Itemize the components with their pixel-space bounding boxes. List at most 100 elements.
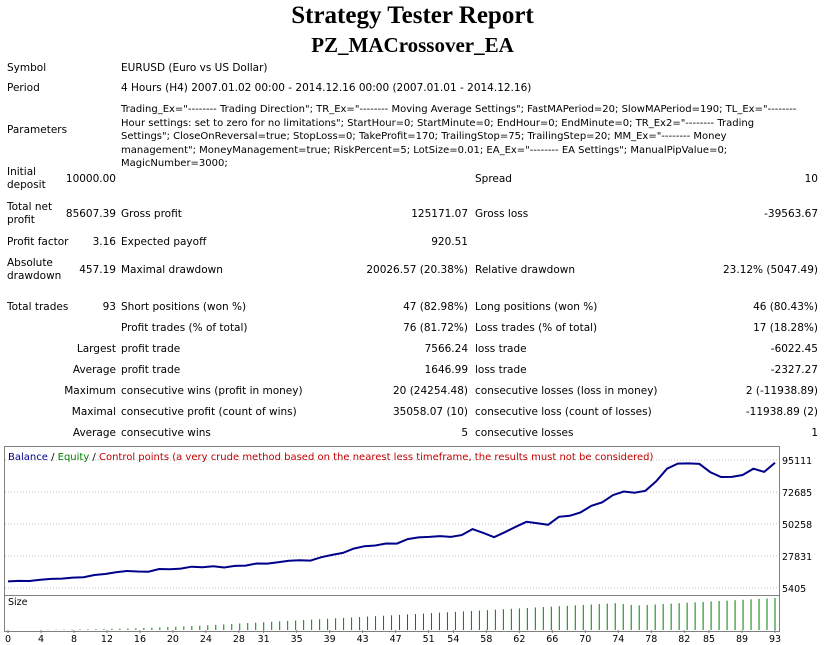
balance-line: [7, 461, 776, 583]
y-tick-label: 27831: [782, 552, 812, 563]
maximal-label: Maximal: [71, 406, 116, 418]
y-tick-label: 72685: [782, 488, 812, 499]
x-tick-label: 85: [703, 634, 715, 645]
long-positions-value: 46 (80.43%): [753, 301, 818, 313]
max-cons-losses-value: 2 (-11938.89): [745, 385, 818, 397]
legend-equity: Equity: [58, 452, 90, 463]
x-tick-label: 35: [291, 634, 303, 645]
relative-drawdown-label: Relative drawdown: [475, 264, 576, 276]
absolute-drawdown-value: 457.19: [79, 264, 116, 276]
x-tick-label: 31: [258, 634, 270, 645]
maximum-label: Maximum: [64, 385, 116, 397]
x-tick-label: 43: [357, 634, 369, 645]
x-tick-label: 51: [423, 634, 435, 645]
y-axis-labels: 5405 27831 50258 72685 95111: [782, 456, 812, 595]
gross-loss-label: Gross loss: [475, 208, 529, 220]
loss-trades-value: 17 (18.28%): [753, 322, 818, 334]
total-trades-value: 93: [102, 301, 116, 313]
x-tick-label: 4: [38, 634, 44, 645]
total-net-profit-label: Total net profit: [7, 201, 53, 226]
x-tick-label: 0: [5, 634, 11, 645]
main-plot-frame: [4, 446, 780, 596]
legend-control-points: Control points (a very crude method base…: [99, 452, 654, 463]
x-tick-label: 66: [546, 634, 558, 645]
initial-deposit-value: 10000.00: [65, 173, 116, 185]
x-tick-label: 28: [233, 634, 245, 645]
period-label: Period: [7, 82, 40, 94]
gross-profit-label: Gross profit: [121, 208, 182, 220]
total-trades-label: Total trades: [7, 301, 69, 313]
maximal-drawdown-value: 20026.57 (20.38%): [366, 264, 468, 276]
average-label: Average: [72, 364, 116, 376]
balance-series: [7, 461, 776, 583]
average-profit-value: 1646.99: [424, 364, 468, 376]
max-cons-losses-label: consecutive losses (loss in money): [475, 385, 658, 397]
profit-factor-label: Profit factor: [7, 236, 69, 248]
period-value: 4 Hours (H4) 2007.01.02 00:00 - 2014.12.…: [121, 82, 532, 94]
grid: [5, 459, 779, 589]
short-positions-value: 47 (82.98%): [403, 301, 468, 313]
x-tick-label: 16: [134, 634, 146, 645]
x-tick-label: 82: [678, 634, 690, 645]
profit-factor-value: 3.16: [92, 236, 116, 248]
spread-value: 10: [804, 173, 818, 185]
x-tick-label: 70: [579, 634, 591, 645]
loss-trades-label: Loss trades (% of total): [475, 322, 598, 334]
balance-chart: 5405 27831 50258 72685 95111 0 4 8 12 16 20 24 28 31…: [4, 446, 812, 645]
symbol-label: Symbol: [7, 62, 47, 74]
y-tick-label: 95111: [782, 456, 812, 467]
x-tick-label: 93: [769, 634, 781, 645]
relative-drawdown-value: 23.12% (5047.49): [723, 264, 818, 276]
total-net-profit-value: 85607.39: [65, 208, 116, 220]
symbol-value: EURUSD (Euro vs US Dollar): [121, 62, 268, 74]
largest-loss-label: loss trade: [475, 343, 527, 355]
parameters-label: Parameters: [7, 124, 68, 136]
y-tick-label: 50258: [782, 520, 812, 531]
avg-cons-losses-label: consecutive losses: [475, 427, 574, 439]
absolute-drawdown-label: Absolute drawdown: [7, 257, 62, 282]
chart-legend: Balance / Equity / Control points (a ver…: [8, 452, 654, 463]
largest-profit-value: 7566.24: [424, 343, 468, 355]
expected-payoff-label: Expected payoff: [121, 236, 207, 248]
max-cons-wins-value: 20 (24254.48): [393, 385, 468, 397]
x-tick-label: 54: [447, 634, 459, 645]
size-label: Size: [8, 597, 28, 608]
x-tick-label: 20: [167, 634, 179, 645]
size-bars: [47, 598, 776, 630]
legend-sep1: /: [48, 452, 58, 463]
report-title: Strategy Tester Report: [291, 2, 534, 29]
average-loss-label: loss trade: [475, 364, 527, 376]
x-tick-label: 74: [612, 634, 624, 645]
average-profit-label: profit trade: [121, 364, 181, 376]
profit-trades-value: 76 (81.72%): [403, 322, 468, 334]
largest-loss-value: -6022.45: [770, 343, 818, 355]
avg-cons-wins-value: 5: [461, 427, 468, 439]
y-tick-label: 5405: [782, 584, 806, 595]
initial-deposit-label: Initial deposit: [7, 166, 46, 191]
x-tick-label: 89: [736, 634, 748, 645]
spread-label: Spread: [475, 173, 512, 185]
maximal-cons-profit-label: consecutive profit (count of wins): [121, 406, 297, 418]
x-tick-label: 24: [200, 634, 212, 645]
parameters-value: Trading_Ex="-------- Trading Direction";…: [121, 104, 797, 169]
x-tick-label: 39: [324, 634, 336, 645]
maximal-cons-loss-label: consecutive loss (count of losses): [475, 406, 652, 418]
short-positions-label: Short positions (won %): [121, 301, 247, 313]
x-tick-label: 62: [513, 634, 525, 645]
legend-sep2: /: [89, 452, 99, 463]
x-axis-labels: 0 4 8 12 16 20 24 28 31 35 39 43 47 51 54 58 62 66 70 74 78 8…: [5, 630, 781, 645]
largest-label: Largest: [76, 343, 116, 355]
legend-balance: Balance: [8, 452, 48, 463]
maximal-cons-loss-value: -11938.89 (2): [745, 406, 818, 418]
ea-name: PZ_MACrossover_EA: [311, 33, 514, 57]
gross-profit-value: 125171.07: [411, 208, 468, 220]
x-tick-label: 8: [71, 634, 77, 645]
avg-cons-losses-value: 1: [811, 427, 818, 439]
largest-profit-label: profit trade: [121, 343, 181, 355]
avg-label: Average: [72, 427, 116, 439]
x-tick-label: 78: [645, 634, 657, 645]
average-loss-value: -2327.27: [770, 364, 818, 376]
avg-cons-wins-label: consecutive wins: [121, 427, 211, 439]
gross-loss-value: -39563.67: [764, 208, 818, 220]
x-tick-label: 12: [101, 634, 113, 645]
